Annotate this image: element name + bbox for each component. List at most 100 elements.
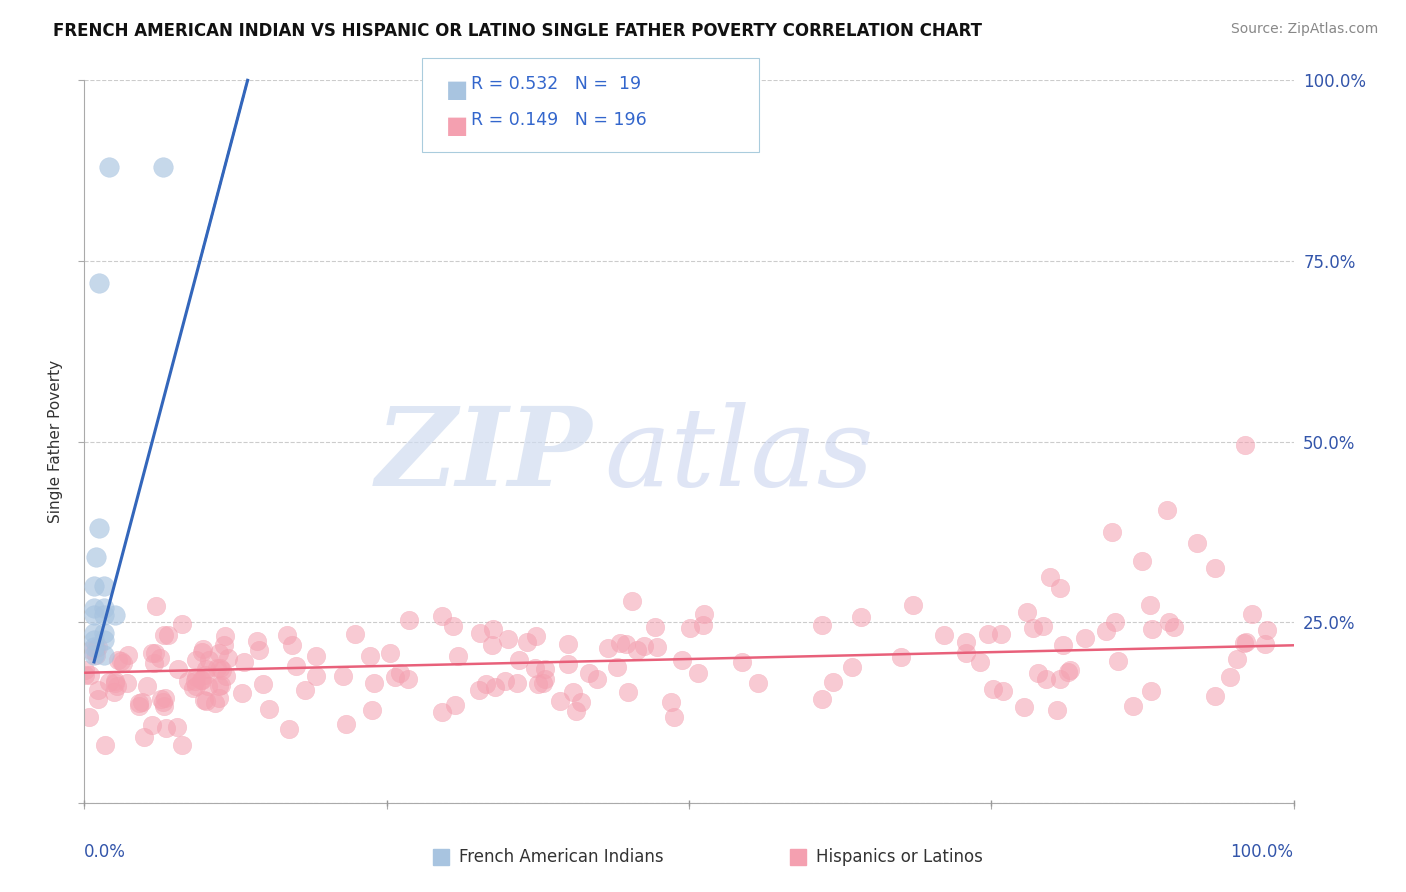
Point <box>186 653 208 667</box>
Point <box>1046 703 1069 717</box>
Point <box>152 160 174 174</box>
Point <box>86 550 108 565</box>
Point <box>447 649 470 664</box>
Point <box>115 675 138 690</box>
Point <box>430 706 453 720</box>
Point <box>181 681 204 695</box>
Point <box>692 618 714 632</box>
Point <box>1236 635 1258 649</box>
Text: ■: ■ <box>446 114 468 138</box>
Point <box>396 672 419 686</box>
Point <box>645 640 668 655</box>
Point <box>693 607 716 622</box>
Point <box>481 638 503 652</box>
Point <box>111 656 134 670</box>
Point <box>361 703 384 717</box>
Point <box>166 720 188 734</box>
Point <box>378 646 401 660</box>
Point <box>93 600 115 615</box>
Point <box>1219 670 1241 684</box>
Text: FRENCH AMERICAN INDIAN VS HISPANIC OR LATINO SINGLE FATHER POVERTY CORRELATION C: FRENCH AMERICAN INDIAN VS HISPANIC OR LA… <box>53 22 983 40</box>
Point <box>305 669 328 683</box>
Point <box>87 640 110 654</box>
Point <box>990 627 1012 641</box>
Point <box>1026 666 1049 681</box>
Point <box>155 721 177 735</box>
Point <box>1132 554 1154 568</box>
Point <box>104 607 127 622</box>
Point <box>93 579 115 593</box>
Point <box>1074 631 1097 645</box>
Point <box>679 621 702 635</box>
Point <box>128 699 150 714</box>
Point <box>87 521 110 535</box>
Text: 100.0%: 100.0% <box>1230 843 1294 861</box>
Point <box>209 677 232 691</box>
Text: Hispanics or Latinos: Hispanics or Latinos <box>815 848 983 866</box>
Point <box>194 694 217 708</box>
Point <box>149 692 172 706</box>
Point <box>104 676 127 690</box>
Text: ZIP: ZIP <box>375 402 592 509</box>
Point <box>252 677 274 691</box>
Point <box>193 668 215 682</box>
Point <box>1139 598 1161 612</box>
Point <box>208 679 231 693</box>
Point <box>190 673 212 687</box>
Point <box>143 646 166 660</box>
Point <box>83 640 105 655</box>
Point <box>184 674 207 689</box>
Point <box>1140 623 1163 637</box>
Text: atlas: atlas <box>605 402 875 509</box>
Point <box>1204 689 1226 703</box>
Point <box>1241 607 1264 622</box>
Point <box>441 619 464 633</box>
Point <box>132 731 155 745</box>
Point <box>686 665 709 680</box>
Point <box>184 670 207 684</box>
Point <box>83 600 105 615</box>
Point <box>208 646 231 660</box>
Point <box>524 629 547 643</box>
Point <box>294 683 316 698</box>
Point <box>233 655 256 669</box>
Point <box>97 160 120 174</box>
Point <box>976 626 998 640</box>
Point <box>84 640 107 655</box>
Point <box>332 668 354 682</box>
Point <box>1253 637 1275 651</box>
Point <box>482 622 505 636</box>
Point <box>141 718 163 732</box>
Point <box>548 694 571 708</box>
Point <box>1233 636 1256 650</box>
Point <box>190 645 212 659</box>
Point <box>191 641 214 656</box>
Point <box>246 634 269 648</box>
Point <box>305 648 328 663</box>
Point <box>606 660 628 674</box>
Point <box>444 698 467 713</box>
Point <box>1156 503 1178 517</box>
Point <box>496 632 519 646</box>
Point <box>257 702 280 716</box>
Point <box>398 613 420 627</box>
Point <box>969 655 991 669</box>
Point <box>1101 524 1123 539</box>
Point <box>197 679 219 693</box>
Point <box>562 684 585 698</box>
Point <box>94 738 117 752</box>
Point <box>747 675 769 690</box>
Text: R = 0.532   N =  19: R = 0.532 N = 19 <box>471 75 641 93</box>
Point <box>93 626 115 640</box>
Point <box>484 681 506 695</box>
Point <box>363 676 385 690</box>
Point <box>475 677 498 691</box>
Point <box>97 674 120 689</box>
Point <box>626 643 648 657</box>
Point <box>83 633 105 648</box>
Point <box>586 673 609 687</box>
Point <box>77 709 100 723</box>
Point <box>145 599 167 614</box>
Point <box>557 637 579 651</box>
Text: Source: ZipAtlas.com: Source: ZipAtlas.com <box>1230 22 1378 37</box>
